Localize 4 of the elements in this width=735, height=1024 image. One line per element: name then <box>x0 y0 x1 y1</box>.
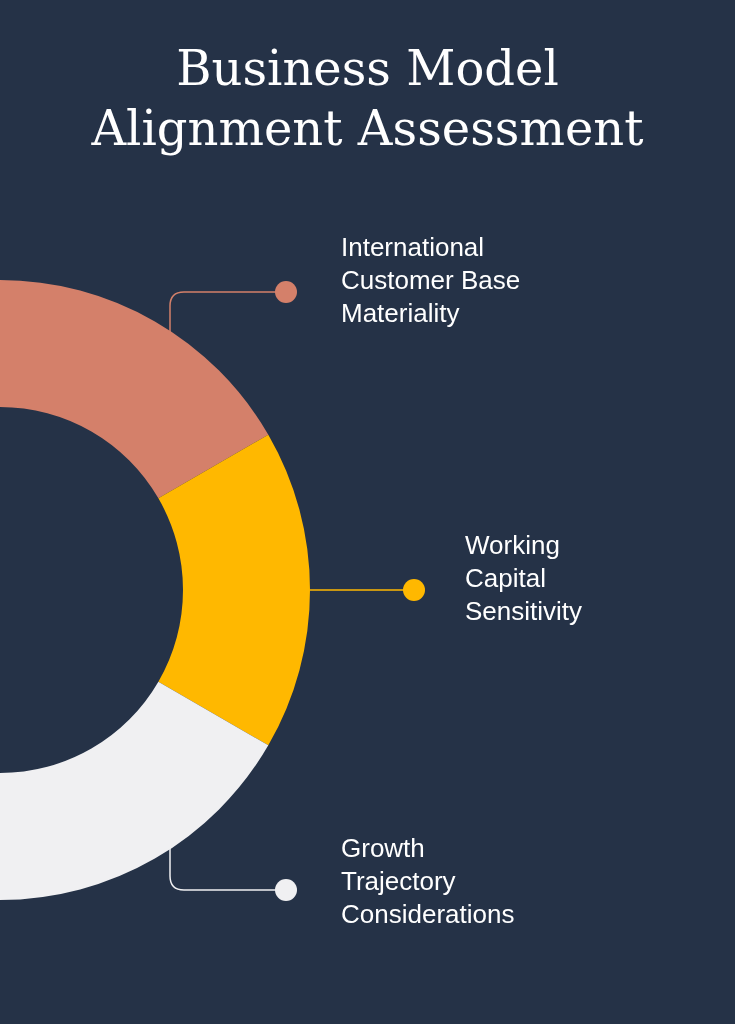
chart-title: Business Model Alignment Assessment <box>90 39 645 158</box>
legend-label: Growth Trajectory Considerations <box>341 833 515 929</box>
legend-label: International Customer Base Materiality <box>341 232 521 328</box>
legend-label: Working Capital Sensitivity <box>465 530 583 626</box>
